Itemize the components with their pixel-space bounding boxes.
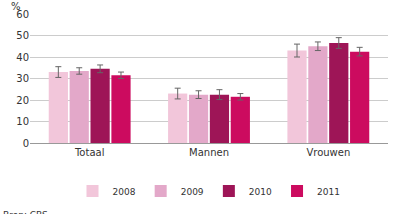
svg-text:40: 40 <box>16 52 29 63</box>
svg-text:0: 0 <box>23 138 29 149</box>
svg-text:60: 60 <box>16 9 29 20</box>
svg-text:50: 50 <box>16 30 29 41</box>
svg-text:10: 10 <box>16 116 29 127</box>
svg-text:Bron: CBS: Bron: CBS <box>3 210 48 214</box>
svg-text:Totaal: Totaal <box>74 147 104 158</box>
svg-text:30: 30 <box>16 73 29 84</box>
svg-text:Mannen: Mannen <box>189 147 229 158</box>
svg-text:20: 20 <box>16 95 29 106</box>
svg-text:2008: 2008 <box>113 187 136 197</box>
svg-text:2009: 2009 <box>181 187 204 197</box>
svg-text:2010: 2010 <box>249 187 272 197</box>
svg-text:%: % <box>11 1 21 12</box>
svg-text:2011: 2011 <box>317 187 340 197</box>
svg-text:Vrouwen: Vrouwen <box>306 147 350 158</box>
